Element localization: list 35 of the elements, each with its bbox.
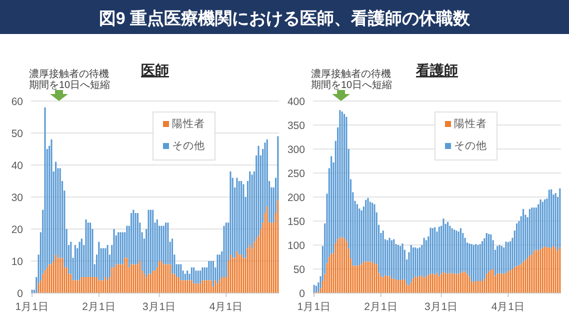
text: 濃厚接触者の待機 xyxy=(29,68,109,80)
x-tick-label: 3月1日 xyxy=(424,301,458,313)
x-tick-label: 3月1日 xyxy=(142,301,176,313)
text: 濃厚接触者の待機 xyxy=(311,68,391,80)
y-tick-label: 400 xyxy=(287,96,306,108)
y-tick-label: 30 xyxy=(11,192,24,204)
x-tick-label: 4月1日 xyxy=(209,301,244,313)
x-tick-label: 1月1日 xyxy=(297,301,331,313)
y-tick-label: 250 xyxy=(287,168,306,180)
y-tick-label: 60 xyxy=(11,96,24,108)
y-tick-label: 10 xyxy=(11,256,24,268)
legend-label: その他 xyxy=(454,140,487,152)
text: 期間を10日へ短縮 xyxy=(311,79,392,91)
y-tick-label: 50 xyxy=(11,128,24,140)
chart-title: 看護師 xyxy=(415,62,458,78)
y-tick-label: 150 xyxy=(287,216,306,228)
y-tick-label: 200 xyxy=(287,192,306,204)
legend-label: 陽性者 xyxy=(172,117,205,130)
y-tick-label: 300 xyxy=(287,144,306,156)
legend-label: 陽性者 xyxy=(454,117,487,130)
y-tick-label: 20 xyxy=(11,224,24,236)
y-tick-label: 100 xyxy=(287,240,306,252)
caption: 図9 重点医療機関における医師、看護師の休職数 xyxy=(98,9,472,28)
y-tick-label: 350 xyxy=(287,120,306,132)
text: 期間を10日へ短縮 xyxy=(29,79,110,91)
x-tick-label: 4月1日 xyxy=(491,301,526,313)
y-tick-label: 0 xyxy=(299,288,306,300)
x-tick-label: 2月1日 xyxy=(364,301,398,313)
x-tick-label: 1月1日 xyxy=(15,301,49,313)
legend-label: その他 xyxy=(172,140,205,152)
y-tick-label: 50 xyxy=(293,264,306,276)
y-tick-label: 0 xyxy=(17,288,24,300)
chart-title: 医師 xyxy=(141,62,169,78)
x-tick-label: 2月1日 xyxy=(82,301,116,313)
y-tick-label: 40 xyxy=(11,160,24,172)
